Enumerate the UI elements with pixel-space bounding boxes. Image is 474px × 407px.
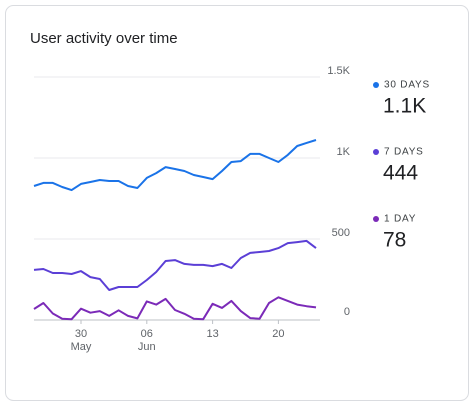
y-tick-label: 1K — [337, 146, 351, 158]
x-tick-label: 06 — [141, 328, 153, 340]
series-line — [33, 239, 317, 291]
series-line — [33, 296, 317, 321]
legend-dot — [373, 149, 379, 155]
card-title: User activity over time — [30, 30, 178, 47]
legend-value: 78 — [383, 229, 406, 252]
x-tick-label: 20 — [272, 328, 284, 340]
y-tick-label: 0 — [344, 306, 350, 318]
legend-dot — [373, 216, 379, 222]
x-tick-sublabel: Jun — [138, 341, 156, 353]
y-tick-label: 1.5K — [327, 65, 350, 77]
legend-dot — [373, 82, 379, 88]
series-line — [33, 139, 317, 192]
x-tick-sublabel: May — [71, 341, 92, 353]
y-tick-label: 500 — [332, 227, 350, 239]
legend-label: 7 DAYS — [384, 147, 424, 158]
legend-label: 30 DAYS — [384, 80, 430, 91]
x-tick-label: 30 — [75, 328, 87, 340]
card-border — [5, 5, 469, 401]
x-tick-label: 13 — [206, 328, 218, 340]
legend-value: 1.1K — [383, 95, 426, 118]
legend-value: 444 — [383, 162, 418, 185]
legend-label: 1 DAY — [384, 214, 416, 225]
